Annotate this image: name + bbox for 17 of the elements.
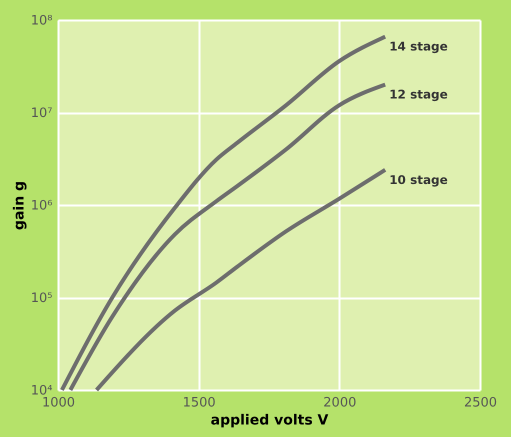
series-label: 14 stage (389, 40, 448, 54)
y-tick-label: 10⁶ (30, 198, 52, 214)
line-series (94, 168, 388, 392)
y-tick-label: 10⁴ (30, 384, 52, 398)
x-tick-label: 1500 (182, 396, 216, 410)
x-tick-label: 2500 (464, 396, 498, 410)
y-tick-label: 10⁸ (30, 14, 52, 28)
line-series (68, 82, 388, 392)
series-label: 10 stage (389, 172, 448, 187)
y-axis-title: gain g (12, 180, 28, 230)
y-tick-label: 10⁵ (30, 291, 52, 306)
line-series (60, 34, 388, 392)
y-tick-label: 10⁷ (30, 106, 52, 121)
series-label: 12 stage (389, 88, 448, 102)
x-tick-label: 1000 (42, 396, 76, 410)
x-axis-title: applied volts V (210, 412, 329, 428)
x-tick-label: 2000 (323, 396, 356, 410)
